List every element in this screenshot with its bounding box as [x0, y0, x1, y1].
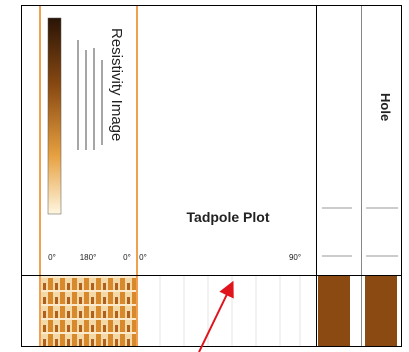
hole-fill: [365, 276, 397, 346]
color-bar: [48, 18, 61, 214]
track-title: Resistivity Image: [108, 28, 125, 141]
page: {"resistivity_track": {"title": "Resisti…: [0, 0, 409, 352]
resistivity-image: [41, 276, 137, 346]
log-view: Resistivity Image 0° 180° 0° Tadpole Plo…: [0, 0, 409, 352]
track-title: Tadpole Plot: [187, 209, 270, 225]
scale-label: 0°: [123, 253, 131, 262]
scale-label: 0°: [139, 253, 147, 262]
scale-label: 90°: [289, 253, 301, 262]
scale-label: 180°: [80, 253, 97, 262]
track-title: Hole: [378, 93, 393, 121]
hole-fill: [318, 276, 350, 346]
scale-label: 0°: [48, 253, 56, 262]
